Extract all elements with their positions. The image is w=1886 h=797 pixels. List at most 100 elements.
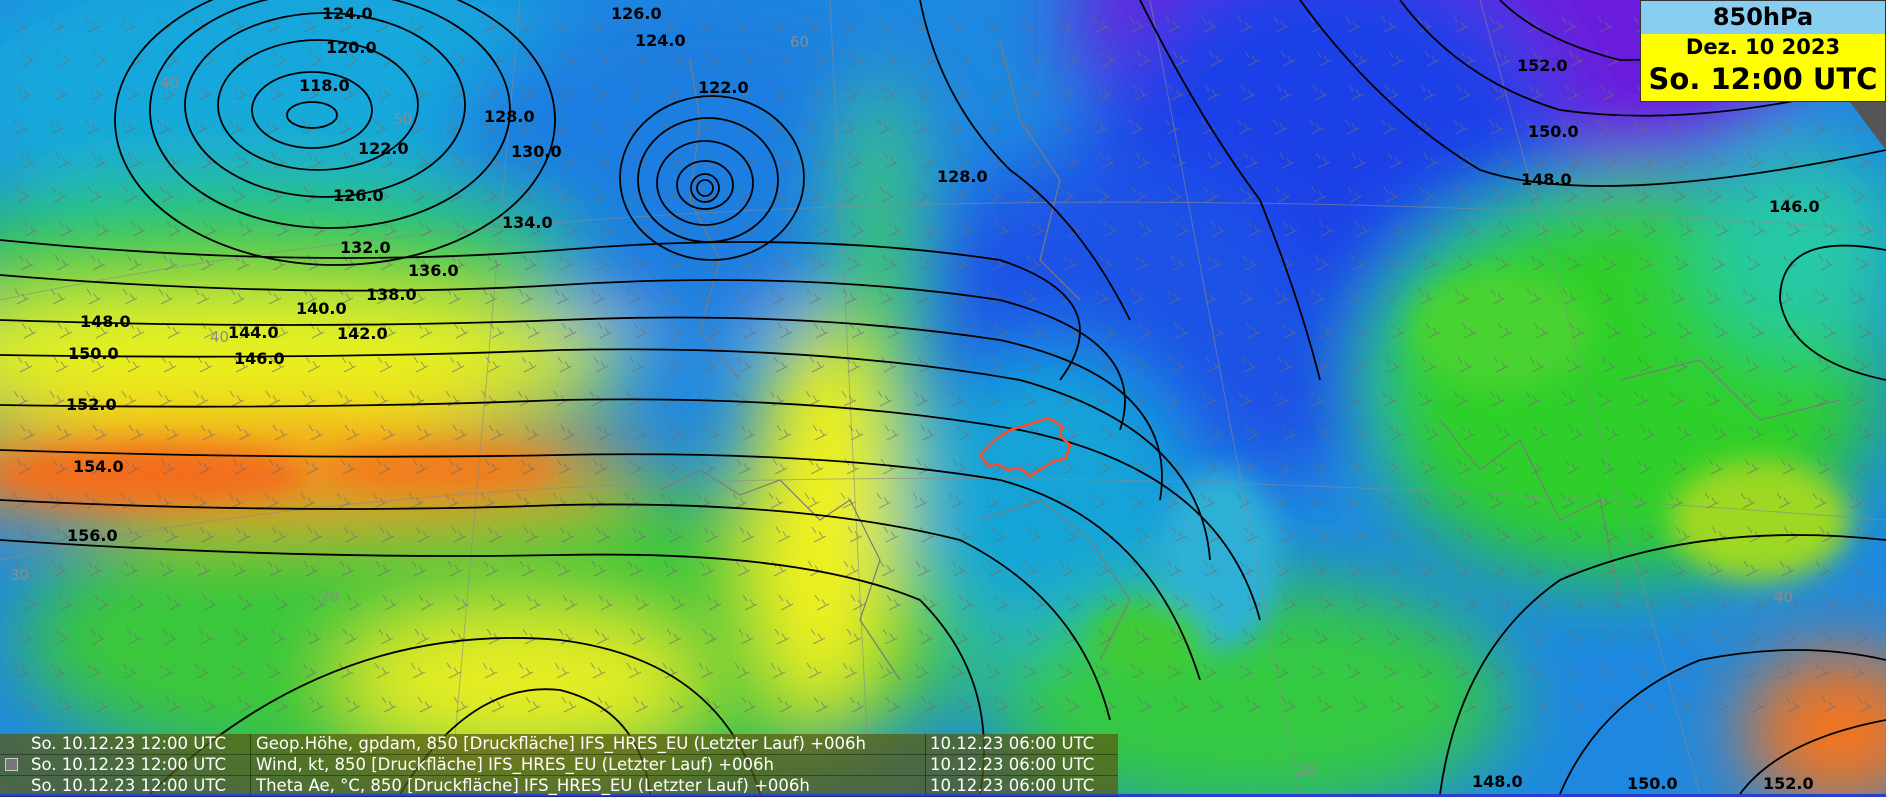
wind-barb	[1526, 288, 1542, 305]
wind-barb	[776, 50, 792, 67]
wind-barb	[86, 662, 102, 679]
wind-barb	[879, 186, 895, 203]
wind-barb	[554, 288, 570, 305]
wind-barb	[697, 16, 713, 33]
wind-barb	[1570, 220, 1586, 237]
wind-barb	[58, 220, 74, 237]
wind-barb	[448, 84, 464, 101]
wind-barb	[669, 322, 685, 339]
wind-barb	[196, 458, 212, 475]
wind-barb	[156, 118, 172, 135]
wind-barb	[1528, 84, 1544, 101]
wind-barb	[1208, 50, 1224, 67]
wind-barb	[1491, 560, 1507, 577]
wind-barb	[1453, 16, 1469, 33]
wind-barb	[777, 696, 793, 713]
wind-barb	[1452, 118, 1468, 135]
wind-barb	[1534, 220, 1550, 237]
wind-barb	[1316, 424, 1332, 441]
wind-barb	[665, 356, 681, 373]
wind-barb	[483, 186, 499, 203]
wind-barb	[526, 220, 542, 237]
wind-barb	[1596, 118, 1612, 135]
wind-barb	[13, 16, 29, 33]
wind-barb	[1852, 458, 1868, 475]
wind-barb	[806, 288, 822, 305]
wind-barb	[1242, 628, 1258, 645]
wind-barb	[525, 696, 541, 713]
wind-barb	[1493, 356, 1509, 373]
wind-barb	[1533, 322, 1549, 339]
legend-divider	[925, 734, 926, 794]
wind-barb	[955, 152, 971, 169]
wind-barb	[1348, 84, 1364, 101]
wind-barb	[1347, 186, 1363, 203]
wind-barb	[663, 560, 679, 577]
wind-barb	[1714, 594, 1730, 611]
wind-barb	[633, 696, 649, 713]
wind-barb	[1858, 220, 1874, 237]
wind-barb	[337, 16, 353, 33]
wind-barb	[1314, 628, 1330, 645]
wind-barb	[1633, 390, 1649, 407]
wind-barb	[992, 50, 1008, 67]
wind-barb	[1704, 118, 1720, 135]
wind-barb	[1166, 662, 1182, 679]
wind-barb	[843, 186, 859, 203]
wind-barb	[1495, 152, 1511, 169]
wind-barb	[1099, 152, 1115, 169]
wind-barb	[229, 16, 245, 33]
wind-barb	[1209, 696, 1225, 713]
wind-barb	[696, 118, 712, 135]
wind-barb	[157, 390, 173, 407]
legend-run-time: 10.12.23 06:00 UTC	[930, 734, 1095, 753]
wind-barb	[1353, 322, 1369, 339]
wind-barb	[1709, 356, 1725, 373]
wind-barb	[1383, 560, 1399, 577]
wind-barb	[1382, 662, 1398, 679]
wind-barb	[1389, 696, 1405, 713]
legend-valid-time: So. 10.12.23 12:00 UTC	[31, 776, 226, 795]
contour-label: 150.0	[1627, 774, 1678, 793]
wind-barb	[301, 16, 317, 33]
wind-barb	[626, 662, 642, 679]
wind-barb	[1241, 356, 1257, 373]
legend-parameter: Geop.Höhe, gpdam, 850 [Druckfläche] IFS_…	[256, 734, 866, 753]
wind-barb	[57, 696, 73, 713]
wind-barb	[1273, 16, 1289, 33]
wind-barb	[949, 16, 965, 33]
wind-barb	[1164, 118, 1180, 135]
wind-barb	[914, 662, 930, 679]
wind-barb	[1273, 390, 1289, 407]
wind-barb	[1201, 16, 1217, 33]
wind-barb	[1817, 356, 1833, 373]
wind-barb	[1635, 560, 1651, 577]
wind-barb	[51, 186, 67, 203]
wind-barb	[229, 390, 245, 407]
wind-barb	[1531, 526, 1547, 543]
wind-barb	[807, 186, 823, 203]
wind-barb	[594, 628, 610, 645]
wind-barb	[705, 696, 721, 713]
legend-row-wind[interactable]: So. 10.12.23 12:00 UTC Wind, kt, 850 [Dr…	[0, 755, 1118, 776]
wind-barb	[1311, 560, 1327, 577]
wind-barb	[1641, 322, 1657, 339]
wind-barb	[375, 560, 391, 577]
wind-barb	[200, 50, 216, 67]
wind-barb	[984, 118, 1000, 135]
wind-barb	[630, 628, 646, 645]
legend-row-theta[interactable]: So. 10.12.23 12:00 UTC Theta Ae, °C, 850…	[0, 776, 1118, 797]
layer-toggle-icon[interactable]	[5, 758, 18, 771]
wind-barb	[19, 152, 35, 169]
wind-barb	[1524, 118, 1540, 135]
wind-barb	[122, 662, 138, 679]
wind-barb	[1384, 84, 1400, 101]
wind-barb	[1492, 84, 1508, 101]
wind-barb	[483, 560, 499, 577]
wind-barb	[1097, 356, 1113, 373]
wind-barb	[988, 84, 1004, 101]
legend-row-geopotential[interactable]: So. 10.12.23 12:00 UTC Geop.Höhe, gpdam,…	[0, 734, 1118, 755]
wind-barb	[1425, 696, 1441, 713]
wind-barb	[1639, 152, 1655, 169]
wind-barb	[561, 322, 577, 339]
